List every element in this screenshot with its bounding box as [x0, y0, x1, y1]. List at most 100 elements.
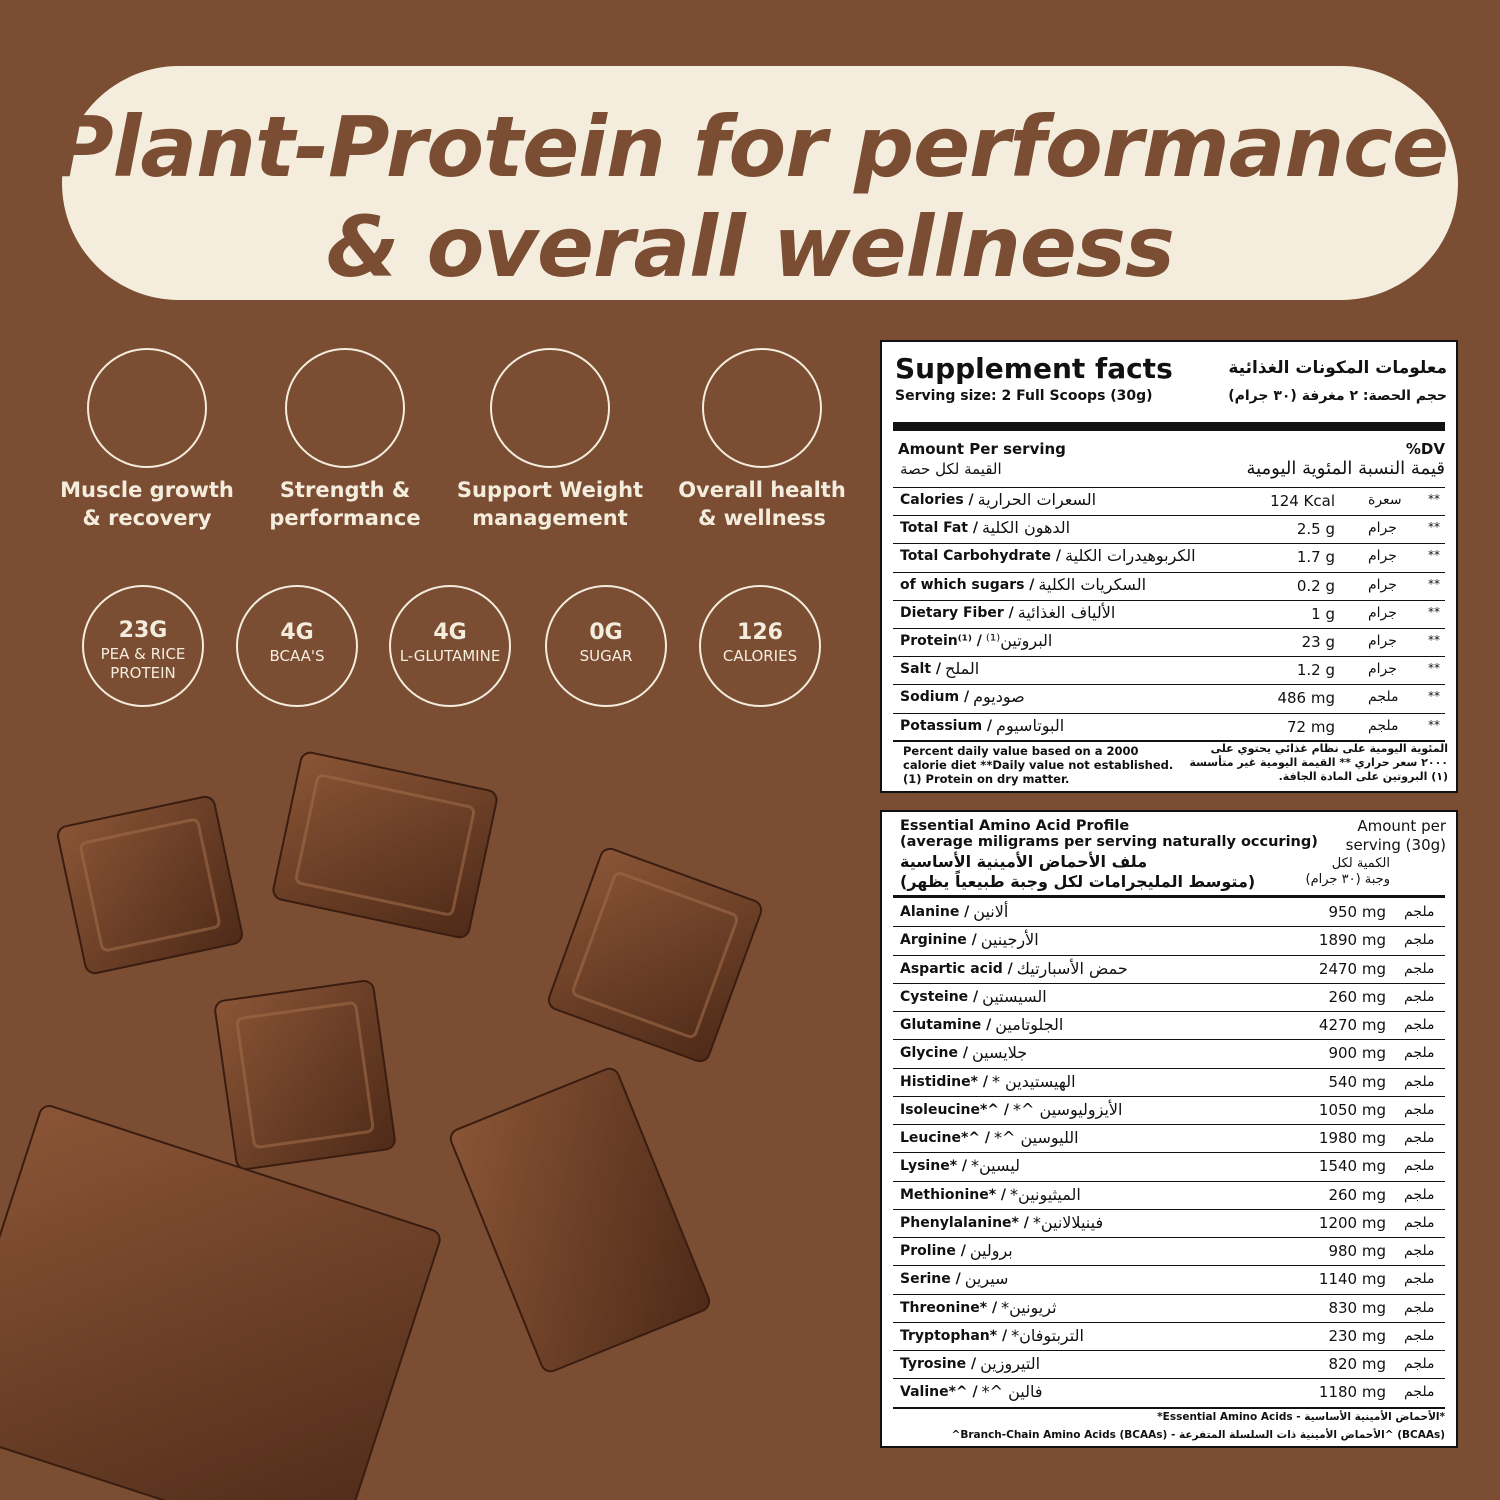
- nutrient-amount: 486 mg: [1277, 689, 1335, 708]
- amino-name: Alanine /: [900, 904, 970, 920]
- rule: [893, 982, 1445, 984]
- amino-name-ar: حمض الأسبارتيك: [1016, 958, 1128, 978]
- amino-subtitle: (average miligrams per serving naturally…: [900, 834, 1318, 850]
- amount-header: Amount per: [1357, 817, 1446, 835]
- rule: [893, 1265, 1445, 1267]
- title-banner: [62, 66, 1458, 300]
- nutrient-amount: 2.5 g: [1296, 520, 1335, 539]
- amino-name-ar: سيرين: [964, 1269, 1009, 1289]
- nutrient-dv: **: [1428, 520, 1440, 535]
- amino-name-ar: الأيزوليوسين ^*: [1013, 1099, 1123, 1119]
- amino-name-ar: ثريونين*: [1001, 1297, 1057, 1317]
- title-line: & overall wellness: [326, 198, 1175, 296]
- badge-text: L-GLUTAMINE: [399, 647, 501, 665]
- rule: [893, 926, 1445, 928]
- rule: [893, 515, 1445, 517]
- amino-amount: 230 mg: [1328, 1326, 1386, 1345]
- amino-unit-ar: ملجم: [1404, 960, 1435, 977]
- rule: [893, 1407, 1445, 1409]
- rule: [893, 1293, 1445, 1295]
- rule: [893, 1152, 1445, 1154]
- badge-text: CALORIES: [722, 647, 798, 665]
- amino-name: Serine /: [900, 1271, 961, 1288]
- dv-header: %DV: [1405, 440, 1445, 458]
- amino-unit-ar: ملجم: [1404, 1356, 1435, 1372]
- amino-name: Isoleucine*^ /: [900, 1101, 1010, 1118]
- nutrient-dv: **: [1428, 661, 1440, 676]
- panel-title: Supplement facts: [895, 352, 1173, 385]
- nutrient-name-ar: صوديوم: [973, 687, 1025, 707]
- amino-amount: 4270 mg: [1318, 1016, 1386, 1034]
- amino-name: Aspartic acid /: [900, 960, 1013, 977]
- nutrient-name: Sodium /: [900, 689, 970, 706]
- footnote-ar: المئوية اليومية على نظام غذائي يحتوي على: [1210, 742, 1448, 755]
- amino-amount: 980 mg: [1328, 1242, 1386, 1260]
- nutrient-name-ar: السعرات الحرارية: [977, 490, 1097, 509]
- amino-unit-ar: ملجم: [1404, 1214, 1435, 1231]
- nutrient-name: Total Fat /: [900, 520, 978, 537]
- amino-amount: 1540 mg: [1318, 1157, 1386, 1176]
- rule: [893, 954, 1445, 956]
- benefit-label: Support Weight: [456, 478, 644, 502]
- benefit-label: management: [472, 506, 628, 530]
- amino-name: Tyrosine /: [900, 1356, 977, 1372]
- badge-value: 0G: [589, 620, 623, 645]
- amino-unit-ar: ملجم: [1404, 1186, 1435, 1203]
- nutrient-name: Salt /: [900, 661, 942, 678]
- amino-unit-ar: ملجم: [1404, 1384, 1435, 1401]
- rule: [893, 1095, 1445, 1097]
- amount-header-ar: القيمة لكل حصة: [900, 460, 1002, 478]
- footnote: calorie diet **Daily value not establish…: [903, 758, 1174, 772]
- nutrient-dv: **: [1428, 633, 1440, 647]
- benefit-label: Strength &: [279, 478, 411, 502]
- nutrient-unit-ar: جرام: [1368, 604, 1397, 621]
- nutrient-name: Dietary Fiber /: [900, 604, 1014, 621]
- rule: [893, 1124, 1445, 1125]
- amino-subtitle-ar: (متوسط المليجرامات لكل وجبة طبيعياً يظهر…: [900, 872, 1256, 891]
- amino-name-ar: ألانين: [973, 902, 1009, 921]
- nutrient-amount: 72 mg: [1287, 717, 1335, 736]
- title-line: Plant-Protein for performance: [52, 98, 1449, 196]
- chocolate-illustration: [0, 751, 763, 1500]
- badge-ring: [82, 585, 204, 707]
- amino-unit-ar: ملجم: [1404, 1101, 1435, 1118]
- badge-value: 126: [737, 620, 783, 645]
- amino-name-ar: ليسين*: [971, 1156, 1020, 1176]
- amino-title-ar: ملف الأحماض الأمينية الأساسية: [900, 852, 1148, 871]
- nutrient-dv: **: [1428, 717, 1440, 732]
- badge-text: BCAA'S: [269, 647, 325, 665]
- nutrient-amount: 1.2 g: [1296, 661, 1335, 680]
- amino-name-ar: الجلوتامين: [995, 1015, 1064, 1034]
- rule: [893, 740, 1445, 742]
- badge-text: PROTEIN: [110, 664, 176, 682]
- nutrient-name: Calories /: [900, 492, 974, 508]
- nutrient-name-ar: السكريات الكلية: [1038, 574, 1147, 594]
- amino-amount: 1200 mg: [1318, 1213, 1386, 1232]
- amino-unit-ar: ملجم: [1404, 1299, 1435, 1316]
- nutrient-name-ar: الملح: [945, 659, 980, 679]
- nutrient-name: Potassium /: [900, 717, 993, 734]
- amino-name: Glycine /: [900, 1045, 968, 1062]
- amino-name: Cysteine /: [900, 988, 979, 1005]
- amino-unit-ar: ملجم: [1404, 1073, 1435, 1090]
- amino-amount: 1140 mg: [1318, 1270, 1386, 1289]
- nutrient-unit-ar: ملجم: [1368, 689, 1399, 706]
- amino-unit-ar: ملجم: [1404, 1045, 1435, 1062]
- amino-amount: 830 mg: [1328, 1298, 1386, 1317]
- badge-ring: [545, 585, 667, 707]
- rule: [893, 1180, 1445, 1182]
- nutrient-name: of which sugars /: [900, 576, 1035, 593]
- badge-value: 4G: [433, 620, 467, 645]
- amino-unit-ar: ملجم: [1404, 1158, 1435, 1175]
- amino-name: Histidine* /: [900, 1073, 988, 1090]
- nutrient-name-ar: الكربوهيدرات الكلية: [1065, 546, 1196, 566]
- benefit-label: performance: [269, 506, 421, 530]
- amino-name-ar: الميثيونين*: [1010, 1184, 1081, 1204]
- nutrient-name-ar: البوتاسيوم: [996, 715, 1065, 735]
- amino-name: Lysine* /: [900, 1158, 967, 1175]
- rule: [893, 422, 1445, 431]
- amino-unit-ar: ملجم: [1404, 904, 1435, 920]
- badge-text: SUGAR: [579, 647, 633, 665]
- amino-name-ar: الليوسين ^*: [993, 1128, 1079, 1147]
- amino-name-ar: الهيستيدين *: [991, 1071, 1076, 1091]
